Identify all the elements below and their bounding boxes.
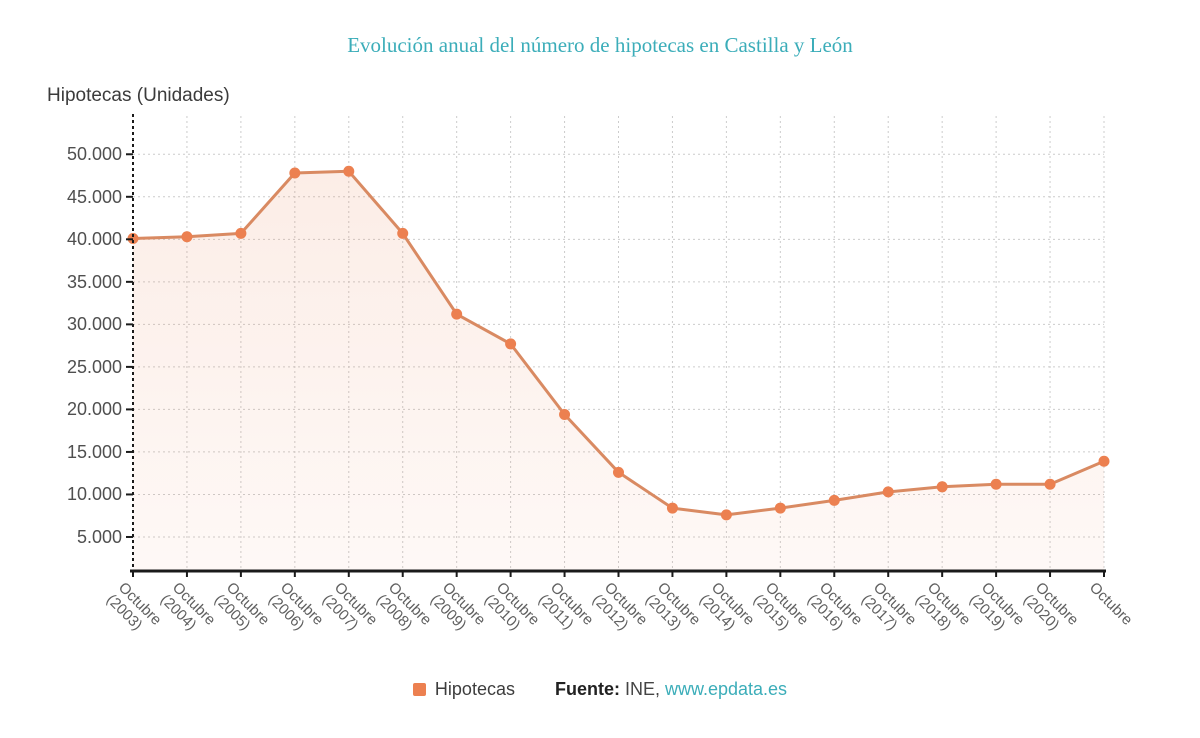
data-point-marker — [774, 502, 786, 514]
y-tick-label: 20.000 — [66, 399, 122, 420]
y-axis-title: Hipotecas (Unidades) — [47, 85, 230, 106]
y-tick-label: 35.000 — [66, 271, 122, 292]
epdata-link[interactable]: www.epdata.es — [664, 679, 788, 699]
y-tick-label: 10.000 — [66, 484, 122, 505]
x-tick-label: Octubre (2006) — [264, 579, 327, 634]
chart-footer: Hipotecas Fuente: INE, www.epdata.es — [0, 679, 1200, 700]
data-point-marker — [289, 167, 301, 179]
data-point-marker — [343, 165, 355, 177]
y-tick-label: 25.000 — [66, 356, 122, 377]
line-chart-svg — [126, 114, 1110, 577]
source-line: Fuente: INE, www.epdata.es — [555, 679, 787, 700]
data-point-marker — [720, 509, 732, 521]
x-tick-label: Octubre (2015) — [750, 579, 813, 634]
x-tick-label: Octubre (2011) — [534, 579, 597, 633]
legend-swatch-icon — [412, 683, 426, 696]
x-tick-label: Octubre (2017) — [858, 579, 920, 634]
data-point-marker — [828, 494, 840, 506]
y-tick-label: 45.000 — [66, 186, 122, 207]
data-point-marker — [505, 338, 517, 350]
x-tick-label: Octubre — [1085, 579, 1136, 629]
data-point-marker — [1098, 455, 1110, 467]
data-point-marker — [451, 308, 463, 320]
plot-area — [126, 114, 1110, 577]
y-tick-label: 40.000 — [66, 229, 122, 250]
x-tick-label: Octubre (2009) — [426, 579, 489, 634]
data-point-marker — [181, 231, 193, 243]
x-tick-label: Octubre (2020) — [1020, 579, 1082, 634]
source-value: INE, — [619, 679, 665, 699]
x-tick-label: Octubre (2018) — [912, 579, 974, 634]
y-tick-label: 50.000 — [66, 144, 122, 165]
data-point-marker — [990, 478, 1002, 490]
data-point-marker — [666, 502, 678, 514]
x-tick-label: Octubre (2008) — [372, 579, 435, 634]
legend-label: Hipotecas — [434, 679, 515, 699]
data-point-marker — [559, 409, 571, 421]
x-tick-label: Octubre (2016) — [804, 579, 866, 634]
data-point-marker — [1044, 478, 1056, 490]
x-tick-label: Octubre (2012) — [588, 579, 651, 634]
data-point-marker — [882, 486, 894, 498]
x-tick-label: Octubre (2019) — [966, 579, 1028, 634]
y-tick-label: 30.000 — [66, 314, 122, 335]
x-tick-label: Octubre (2013) — [642, 579, 705, 634]
data-point-marker — [613, 466, 624, 478]
y-tick-label: 5.000 — [76, 526, 122, 547]
y-tick-label: 15.000 — [66, 441, 122, 462]
area-fill — [133, 171, 1104, 572]
data-point-marker — [235, 227, 247, 239]
chart-title: Evolución anual del número de hipotecas … — [347, 33, 853, 57]
x-tick-label: Octubre (2010) — [480, 579, 543, 634]
x-tick-label: Octubre (2004) — [156, 579, 219, 634]
data-point-marker — [936, 481, 948, 493]
legend-item-hipotecas[interactable]: Hipotecas — [412, 679, 515, 700]
x-tick-label: Octubre (2005) — [210, 579, 273, 634]
x-tick-label: Octubre (2014) — [696, 579, 759, 634]
source-label: Fuente: — [554, 679, 620, 699]
data-point-marker — [397, 227, 409, 239]
x-tick-label: Octubre (2007) — [318, 579, 381, 634]
x-tick-label: Octubre (2003) — [102, 579, 165, 634]
